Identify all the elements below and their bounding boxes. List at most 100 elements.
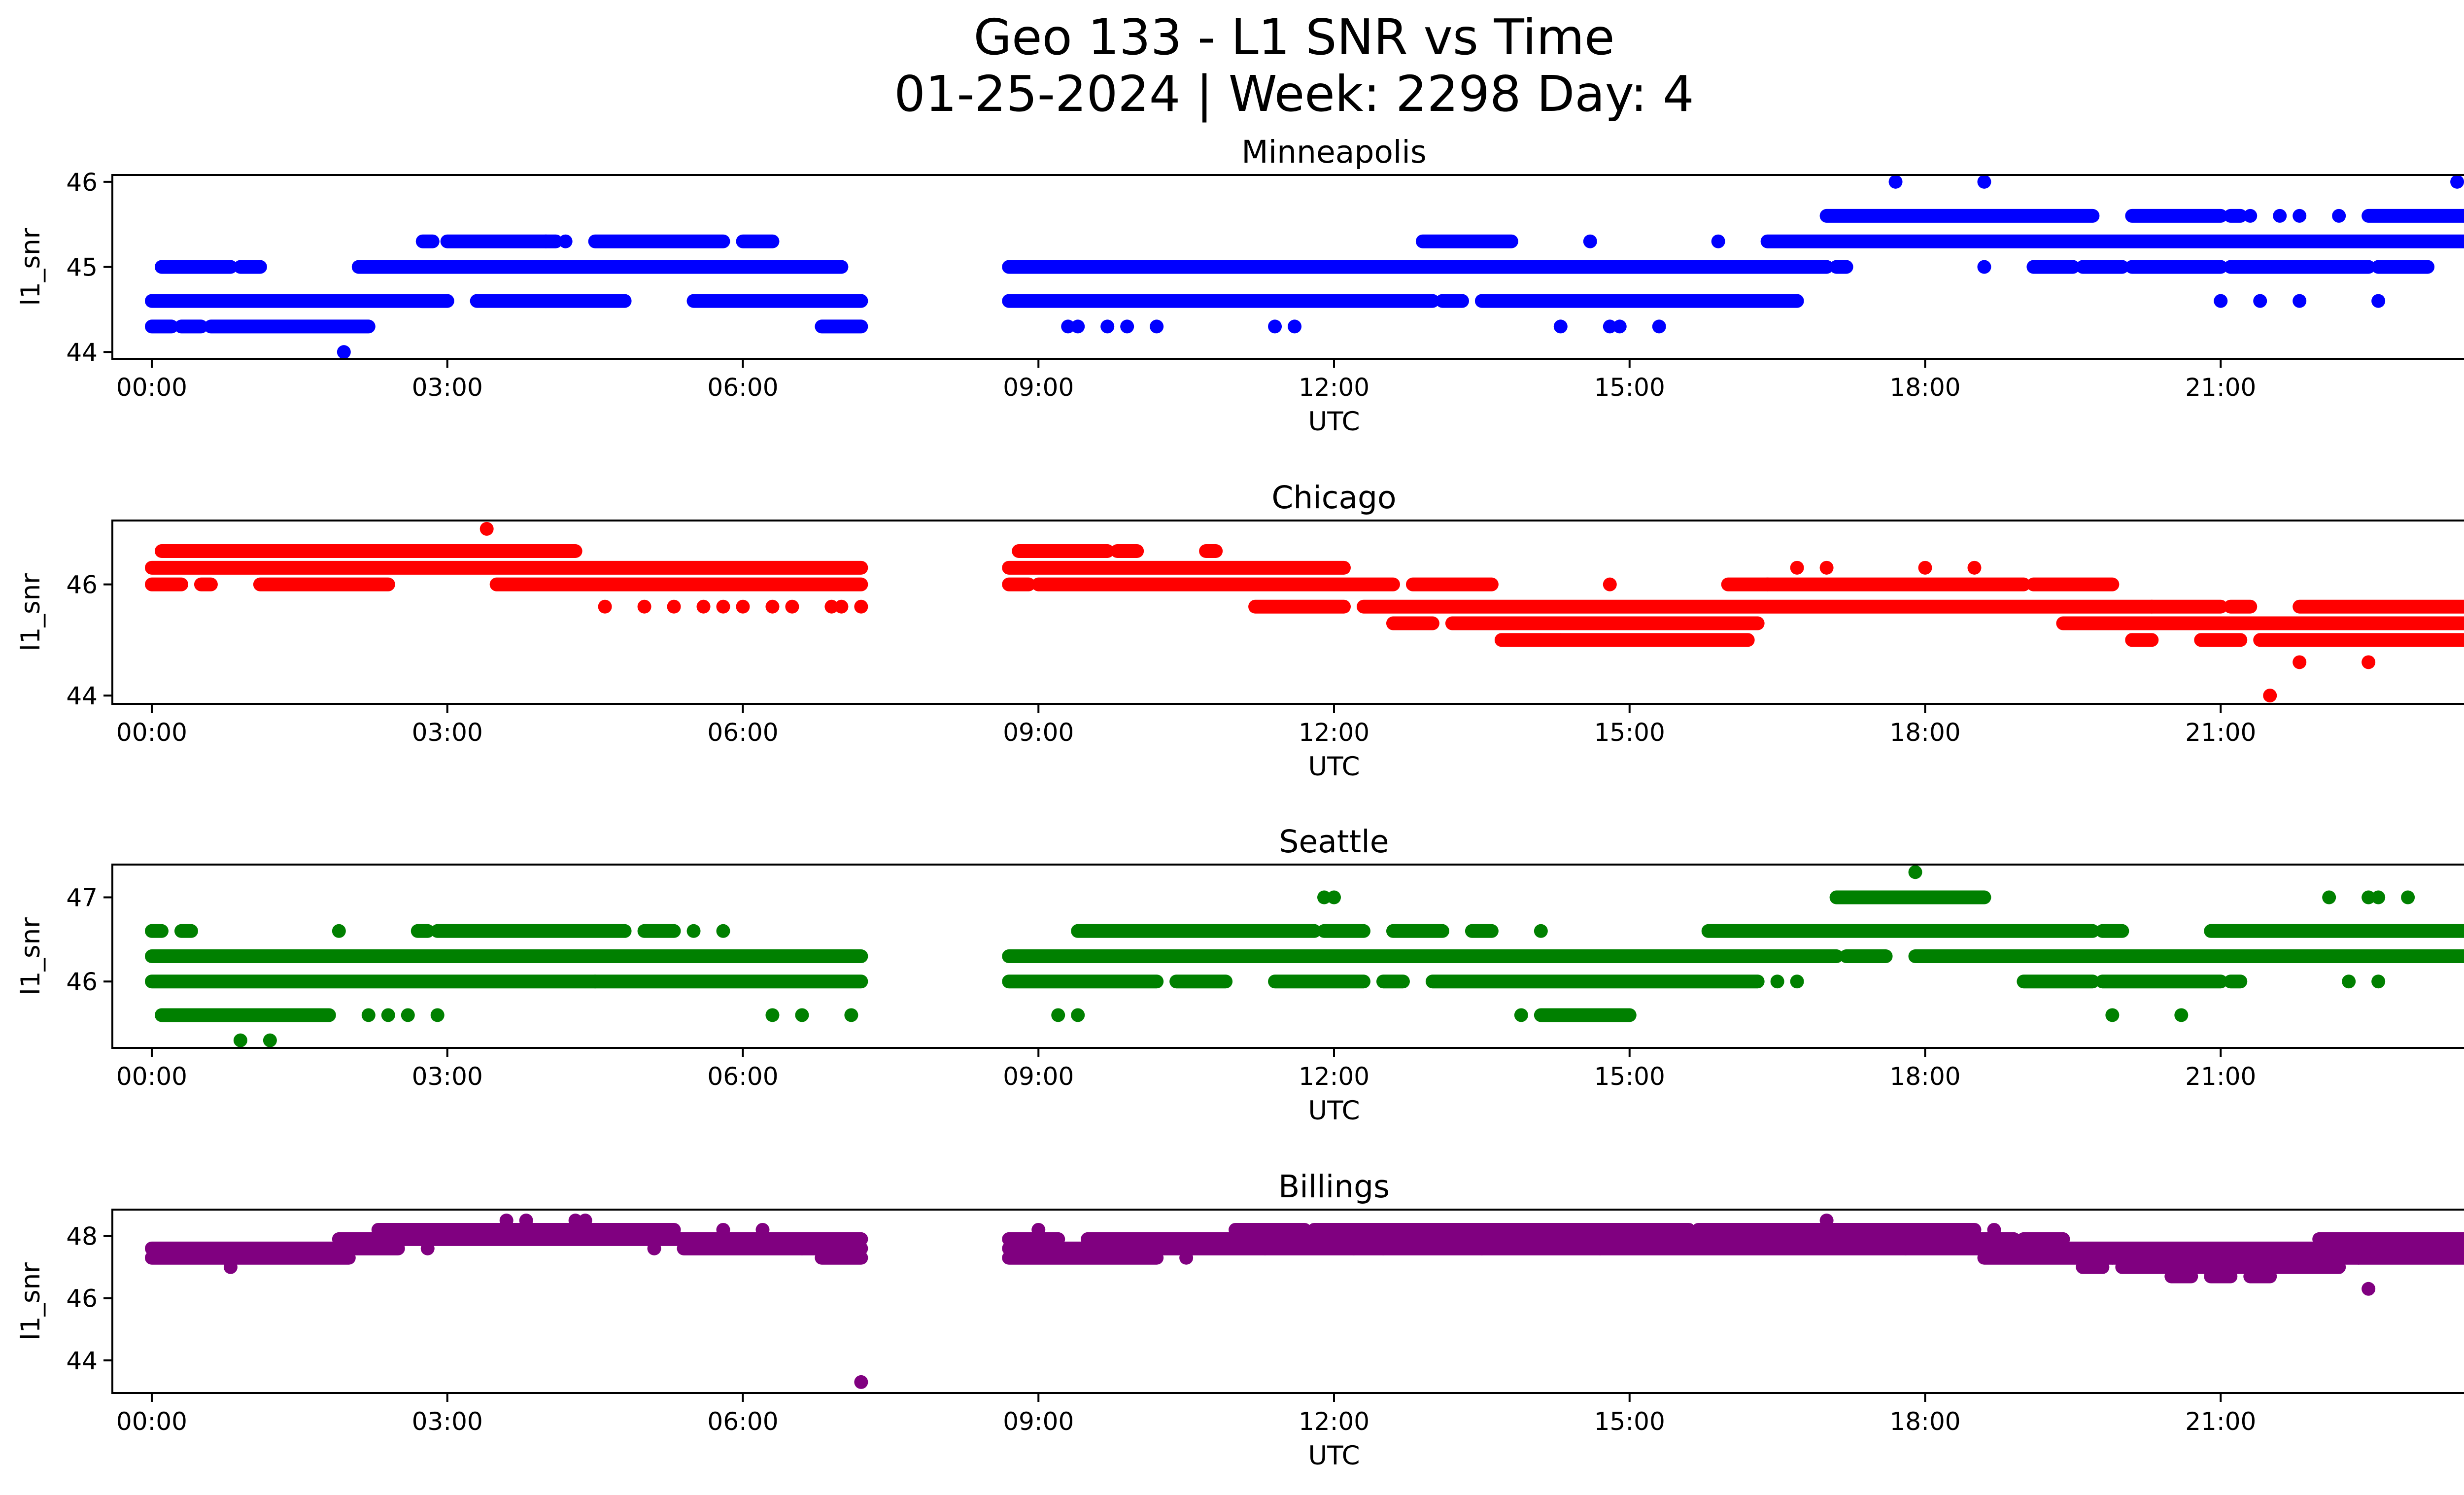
subplot-billings: Billings 00:00 03:00 06:00 09:00 12:00 15:00 18…	[16, 1169, 2464, 1471]
subplot-title: Minneapolis	[1241, 134, 1426, 170]
x-tick-label: 15:00	[1594, 1062, 1665, 1091]
x-tick-label: 00:00	[116, 1407, 187, 1436]
x-tick-label: 03:00	[412, 373, 483, 402]
figure-title-line2: 01-25-2024 | Week: 2298 Day: 4	[894, 65, 1694, 123]
scatter-point	[1908, 865, 1922, 879]
scatter-point	[1376, 1241, 1390, 1255]
scatter-point	[2105, 1008, 2120, 1022]
scatter-point	[2361, 1282, 2376, 1296]
scatter-point	[1455, 294, 1469, 308]
scatter-point	[2430, 1241, 2445, 1255]
y-tick-label: 46	[66, 168, 98, 197]
subplot-title: Billings	[1278, 1169, 1390, 1205]
x-tick-label: 03:00	[412, 1062, 483, 1091]
x-tick-label: 06:00	[707, 718, 778, 747]
subplot-grid: Minneapolis 00:00 03:00 06:00 09:00 12:00 15:0…	[16, 134, 2464, 1471]
scatter-point	[1583, 234, 1597, 248]
x-tick-label: 18:00	[1889, 373, 1960, 402]
scatter-point	[1031, 1222, 1046, 1237]
x-tick-label: 21:00	[2185, 1062, 2256, 1091]
x-tick-label: 00:00	[116, 1062, 187, 1091]
scatter-point	[2253, 294, 2267, 308]
scatter-point	[795, 1241, 809, 1255]
x-tick-label: 06:00	[707, 1062, 778, 1091]
scatter-point	[1179, 1251, 1194, 1265]
scatter-point	[1288, 319, 1302, 334]
scatter-point	[824, 599, 839, 614]
scatter-point	[854, 599, 868, 614]
scatter-point	[1553, 319, 1568, 334]
scatter-point	[1819, 1214, 1834, 1228]
y-tick-label: 45	[66, 253, 98, 282]
y-tick-label: 46	[66, 571, 98, 599]
scatter-point	[647, 1241, 661, 1255]
scatter-point	[716, 599, 730, 614]
scatter-point	[1977, 260, 1991, 274]
scatter-point	[667, 599, 681, 614]
y-tick-label: 44	[66, 682, 98, 710]
scatter-point	[1918, 560, 1932, 575]
scatter-point	[765, 1008, 780, 1022]
scatter-series	[144, 1214, 2464, 1389]
x-tick-label: 15:00	[1594, 1407, 1665, 1436]
y-axis-label: l1_snr	[16, 1262, 46, 1340]
scatter-point	[2293, 209, 2307, 223]
scatter-point	[1268, 319, 1282, 334]
x-tick-label: 12:00	[1299, 373, 1369, 402]
scatter-point	[785, 599, 799, 614]
x-tick-label: 03:00	[412, 718, 483, 747]
scatter-point	[1790, 974, 1804, 989]
scatter-point	[2243, 209, 2258, 223]
scatter-point	[2145, 599, 2159, 614]
scatter-point	[844, 1008, 858, 1022]
scatter-point	[568, 1214, 582, 1228]
scatter-point	[1612, 319, 1627, 334]
x-tick-label: 03:00	[412, 1407, 483, 1436]
y-tick-label: 48	[66, 1222, 98, 1251]
y-axis-label: l1_snr	[16, 917, 46, 995]
x-tick-label: 18:00	[1889, 1062, 1960, 1091]
scatter-point	[1652, 319, 1666, 334]
x-tick-label: 18:00	[1889, 718, 1960, 747]
scatter-point	[499, 1214, 513, 1228]
x-tick-label: 15:00	[1594, 718, 1665, 747]
scatter-point	[332, 924, 346, 938]
scatter-point	[696, 599, 711, 614]
scatter-point	[1603, 577, 1617, 591]
scatter-point	[2371, 890, 2386, 904]
scatter-point	[233, 1033, 247, 1047]
y-tick-label: 47	[66, 884, 98, 912]
scatter-point	[1612, 1008, 1627, 1022]
scatter-point	[1898, 1241, 1913, 1255]
scatter-point	[1888, 175, 1903, 189]
scatter-point	[2322, 890, 2336, 904]
scatter-point	[1120, 319, 1134, 334]
scatter-series	[144, 522, 2464, 703]
scatter-point	[1150, 319, 1164, 334]
scatter-point	[578, 1214, 592, 1228]
x-tick-label: 00:00	[116, 373, 187, 402]
scatter-point	[2293, 655, 2307, 669]
x-tick-label: 12:00	[1299, 1407, 1369, 1436]
y-axis-label: l1_snr	[16, 228, 46, 306]
x-tick-label: 06:00	[707, 373, 778, 402]
scatter-point	[1051, 1008, 1065, 1022]
x-tick-label: 12:00	[1299, 718, 1369, 747]
scatter-point	[1987, 1222, 2001, 1237]
scatter-point	[381, 1008, 395, 1022]
scatter-point	[1967, 560, 1982, 575]
y-tick-label: 46	[66, 968, 98, 996]
subplot-title: Seattle	[1279, 824, 1389, 860]
scatter-point	[1977, 175, 1991, 189]
y-tick-label: 44	[66, 1347, 98, 1375]
scatter-point	[1928, 890, 1942, 904]
x-tick-label: 09:00	[1003, 1407, 1074, 1436]
scatter-point	[223, 1260, 238, 1274]
x-axis-label: UTC	[1308, 1096, 1360, 1126]
scatter-point	[1474, 1241, 1489, 1255]
x-tick-label: 15:00	[1594, 373, 1665, 402]
scatter-point	[854, 1375, 868, 1389]
x-tick-label: 21:00	[2185, 718, 2256, 747]
x-tick-label: 21:00	[2185, 1407, 2256, 1436]
